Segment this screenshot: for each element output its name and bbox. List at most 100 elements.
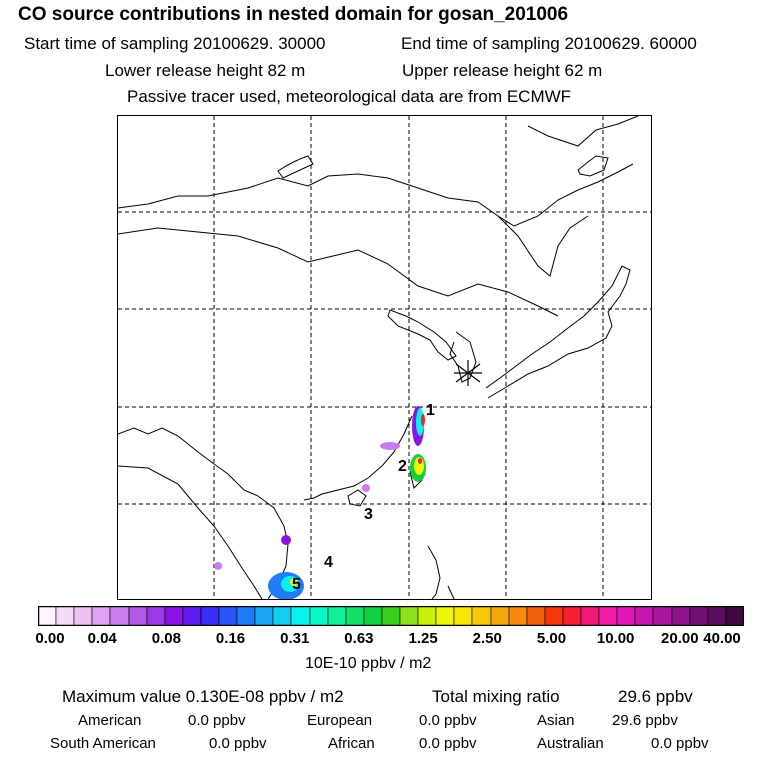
region-australian-value: 0.0 ppbv xyxy=(651,735,709,752)
colorbar-swatch xyxy=(73,606,93,626)
colorbar-swatch xyxy=(490,606,510,626)
mongolia-border xyxy=(118,163,634,227)
colorbar-swatch xyxy=(55,606,75,626)
map-panel: 1 2 3 4 5 xyxy=(117,115,652,600)
plume-3 xyxy=(362,484,370,492)
colorbar-swatch xyxy=(381,606,401,626)
receptor-asterisk xyxy=(454,360,482,386)
colorbar-swatch xyxy=(327,606,347,626)
colorbar-swatch xyxy=(598,606,618,626)
plume-5-core xyxy=(290,578,298,586)
source-label-3: 3 xyxy=(364,506,373,523)
plume-2-core xyxy=(418,458,422,464)
colorbar-swatch xyxy=(182,606,202,626)
colorbar-swatch xyxy=(562,606,582,626)
colorbar-swatch xyxy=(290,606,311,626)
korea-peninsula xyxy=(449,331,477,383)
region-african-label: African xyxy=(328,735,375,752)
colorbar-swatch xyxy=(471,606,492,626)
plume-4 xyxy=(281,535,291,545)
map-svg xyxy=(118,116,651,599)
colorbar-swatch xyxy=(272,606,292,626)
colorbar-units: 10E-10 ppbv / m2 xyxy=(305,655,432,672)
colorbar-swatch xyxy=(309,606,329,626)
region-american-label: American xyxy=(78,712,142,729)
start-time-label: Start time of sampling 20100629. 30000 xyxy=(24,34,326,53)
source-label-2: 2 xyxy=(398,458,407,475)
maximum-value-label: Maximum value 0.130E-08 ppbv / m2 xyxy=(62,687,344,706)
colorbar-swatch xyxy=(526,606,546,626)
china-south-coast xyxy=(303,415,413,501)
colorbar-swatch xyxy=(707,606,727,626)
colorbar-swatch xyxy=(435,606,455,626)
colorbar-swatch xyxy=(689,606,709,626)
total-mixing-ratio-label: Total mixing ratio xyxy=(432,687,560,706)
colorbar-tick-label: 0.04 xyxy=(87,630,117,647)
colorbar-tick-label: 5.00 xyxy=(536,630,567,647)
colorbar-tick-label: 0.08 xyxy=(151,630,181,647)
region-european-label: European xyxy=(307,712,373,729)
region-asian-label: Asian xyxy=(537,712,575,729)
upper-release-height-label: Upper release height 62 m xyxy=(402,61,603,80)
china-coast xyxy=(387,309,457,361)
indochina xyxy=(118,427,289,599)
colorbar-swatch xyxy=(725,606,744,626)
region-asian-value: 29.6 ppbv xyxy=(612,712,678,729)
colorbar-swatch xyxy=(38,606,57,626)
colorbar-tick-label: 0.16 xyxy=(215,630,246,647)
region-american-value: 0.0 ppbv xyxy=(188,712,246,729)
source-label-5: 5 xyxy=(292,576,301,593)
hainan xyxy=(347,489,367,507)
hokkaido xyxy=(577,155,609,177)
colorbar-swatch xyxy=(254,606,274,626)
lower-release-height-label: Lower release height 82 m xyxy=(105,61,306,80)
colorbar-swatch xyxy=(236,606,256,626)
colorbar-swatch xyxy=(580,606,600,626)
total-mixing-ratio-value: 29.6 ppbv xyxy=(618,687,693,706)
colorbar-swatch xyxy=(616,606,636,626)
inner-border xyxy=(118,227,559,317)
colorbar-swatch xyxy=(91,606,111,626)
colorbar-tick-label: 0.63 xyxy=(344,630,374,647)
source-label-1: 1 xyxy=(426,402,435,419)
colorbar-swatch xyxy=(652,606,673,626)
colorbar-tick-label: 10.00 xyxy=(596,630,635,647)
colorbar-swatch xyxy=(671,606,691,626)
plot-title: CO source contributions in nested domain… xyxy=(18,4,569,25)
end-time-label: End time of sampling 20100629. 60000 xyxy=(401,34,697,53)
region-australian-label: Australian xyxy=(537,735,604,752)
colorbar-tick-label: 40.00 xyxy=(703,630,741,647)
colorbar-swatch xyxy=(109,606,130,626)
colorbar-swatch xyxy=(128,606,148,626)
colorbar-swatch xyxy=(417,606,437,626)
colorbar-outline xyxy=(38,606,744,626)
colorbar-swatch xyxy=(164,606,184,626)
tracer-note: Passive tracer used, meteorological data… xyxy=(127,87,572,106)
region-south-american-label: South American xyxy=(50,735,156,752)
colorbar-swatch xyxy=(146,606,166,626)
lat-lon-grid xyxy=(118,116,651,599)
colorbar xyxy=(38,606,744,626)
amur-river xyxy=(497,215,589,277)
region-south-american-value: 0.0 ppbv xyxy=(209,735,267,752)
colorbar-swatch xyxy=(544,606,564,626)
plume-coast xyxy=(380,442,400,450)
coastlines-and-borders xyxy=(118,116,639,599)
colorbar-tick-label: 1.25 xyxy=(408,630,438,647)
plume-west xyxy=(214,562,222,570)
plume-1-core xyxy=(421,414,425,426)
colorbar-swatch xyxy=(363,606,383,626)
source-plumes xyxy=(214,406,426,599)
colorbar-swatch xyxy=(508,606,528,626)
northern-lake xyxy=(277,155,314,179)
region-european-value: 0.0 ppbv xyxy=(419,712,477,729)
colorbar-swatch xyxy=(634,606,654,626)
colorbar-tick-label: 20.00 xyxy=(661,630,699,647)
source-label-4: 4 xyxy=(324,554,333,571)
siberia-coast xyxy=(527,116,639,147)
colorbar-swatch xyxy=(345,606,365,626)
colorbar-tick-label: 0.31 xyxy=(280,630,310,647)
philippines xyxy=(427,545,455,599)
colorbar-swatch xyxy=(200,606,220,626)
japan-islands xyxy=(485,265,631,399)
